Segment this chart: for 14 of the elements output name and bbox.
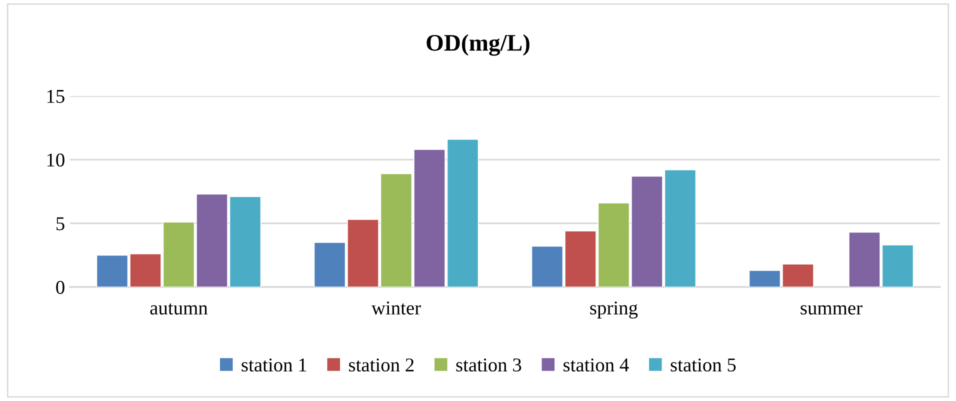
- legend-label: station 4: [564, 358, 629, 372]
- y-tick-label: 5: [56, 217, 64, 230]
- chart-title: OD(mg/L): [426, 34, 530, 56]
- legend-label: station 5: [670, 358, 736, 372]
- legend-label: station 2: [349, 358, 414, 372]
- legend-label: station 1: [242, 358, 306, 372]
- x-tick-label: autumn: [150, 303, 208, 315]
- y-tick-label: 10: [47, 153, 64, 167]
- y-tick-label: 0: [56, 280, 64, 294]
- legend-label: station 3: [456, 358, 522, 372]
- x-tick-label: spring: [590, 301, 638, 319]
- y-tick-label: 15: [47, 90, 64, 103]
- x-tick-label: winter: [371, 302, 421, 315]
- x-tick-label: summer: [800, 305, 862, 315]
